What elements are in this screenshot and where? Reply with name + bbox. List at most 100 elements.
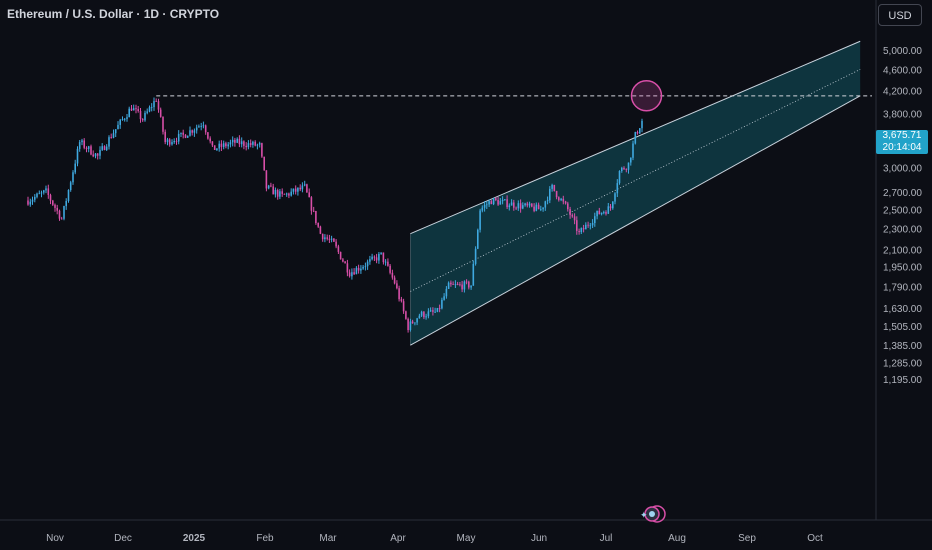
candle [623, 166, 625, 170]
candle [438, 304, 441, 313]
price-tick-label: 1,385.00 [883, 341, 922, 352]
candle [180, 132, 182, 137]
candle [546, 196, 549, 205]
candle [409, 318, 412, 332]
candle [330, 235, 333, 243]
candle [150, 103, 153, 112]
candle [526, 201, 529, 208]
candle [299, 184, 301, 192]
candle [549, 186, 551, 204]
candle [301, 182, 304, 193]
candle [362, 265, 364, 270]
candle [486, 201, 488, 209]
target-circle-marker[interactable] [630, 80, 663, 112]
candle [504, 199, 506, 201]
candle [272, 183, 274, 195]
candle [603, 210, 605, 215]
target-circle[interactable] [630, 80, 663, 112]
candle [200, 122, 202, 131]
candle [411, 319, 414, 324]
candle [443, 293, 445, 301]
candle [49, 193, 52, 205]
candle [168, 138, 171, 147]
candle [369, 255, 371, 265]
candle [103, 145, 106, 151]
candle [191, 129, 193, 136]
candle [52, 199, 54, 206]
event-flag-icon[interactable]: ✦ [640, 505, 666, 523]
candle [450, 280, 452, 287]
candle [78, 140, 81, 152]
candle [501, 196, 504, 205]
candle [540, 205, 542, 212]
candle [56, 204, 58, 215]
time-axis-label: Jun [531, 533, 547, 544]
candle [218, 140, 220, 152]
candle [459, 282, 461, 287]
candle [614, 192, 616, 205]
candle [589, 223, 592, 230]
svg-text:✦: ✦ [640, 511, 648, 521]
price-tick-label: 2,500.00 [883, 206, 922, 217]
candle [506, 195, 508, 209]
candle [85, 146, 88, 153]
currency-button[interactable]: USD [878, 4, 922, 26]
candle [533, 203, 535, 213]
candle [492, 197, 495, 206]
candle [171, 139, 173, 146]
time-axis-background[interactable] [0, 520, 876, 550]
candle [634, 131, 637, 145]
candle [414, 322, 416, 326]
candle [609, 204, 612, 211]
candle [40, 190, 43, 198]
candle [130, 105, 133, 111]
candle [321, 233, 324, 242]
candle [27, 196, 29, 206]
time-axis-label: Nov [46, 533, 64, 544]
candle [569, 206, 571, 219]
time-axis-label: Apr [390, 533, 406, 544]
candle [148, 105, 151, 113]
candle [256, 143, 259, 150]
candle [231, 136, 234, 147]
last-price-badge: 3,675.71 20:14:04 [876, 130, 928, 154]
price-tick-label: 1,950.00 [883, 263, 922, 274]
candle [220, 140, 223, 151]
candle [324, 234, 326, 243]
candle [159, 107, 162, 118]
candle [173, 138, 175, 144]
candle [186, 135, 189, 138]
candlestick-series [27, 97, 643, 333]
candle [101, 143, 103, 151]
candle [510, 199, 513, 206]
price-axis-background[interactable] [876, 0, 932, 550]
candle [297, 187, 299, 196]
candle [279, 189, 281, 200]
candle [285, 192, 288, 197]
candle [515, 206, 517, 210]
channel-lower-line[interactable] [410, 95, 861, 346]
candle [621, 166, 623, 173]
candle [164, 129, 166, 145]
time-axis-label: Aug [668, 533, 686, 544]
candle [612, 201, 614, 210]
candle [418, 313, 421, 319]
candle [639, 128, 641, 134]
candle [445, 286, 448, 299]
symbol-title[interactable]: Ethereum / U.S. Dollar · 1D · CRYPTO [7, 7, 220, 21]
candle [38, 190, 41, 195]
candle [110, 133, 112, 139]
candle [607, 203, 610, 214]
candle [69, 180, 72, 192]
candle [366, 259, 369, 270]
candle [405, 310, 407, 320]
candle [315, 210, 317, 225]
candle [157, 98, 160, 113]
candle [67, 189, 70, 203]
candle [497, 196, 499, 206]
candle [463, 280, 466, 293]
candle [45, 185, 47, 194]
candle [227, 142, 229, 150]
price-tick-label: 1,630.00 [883, 304, 922, 315]
